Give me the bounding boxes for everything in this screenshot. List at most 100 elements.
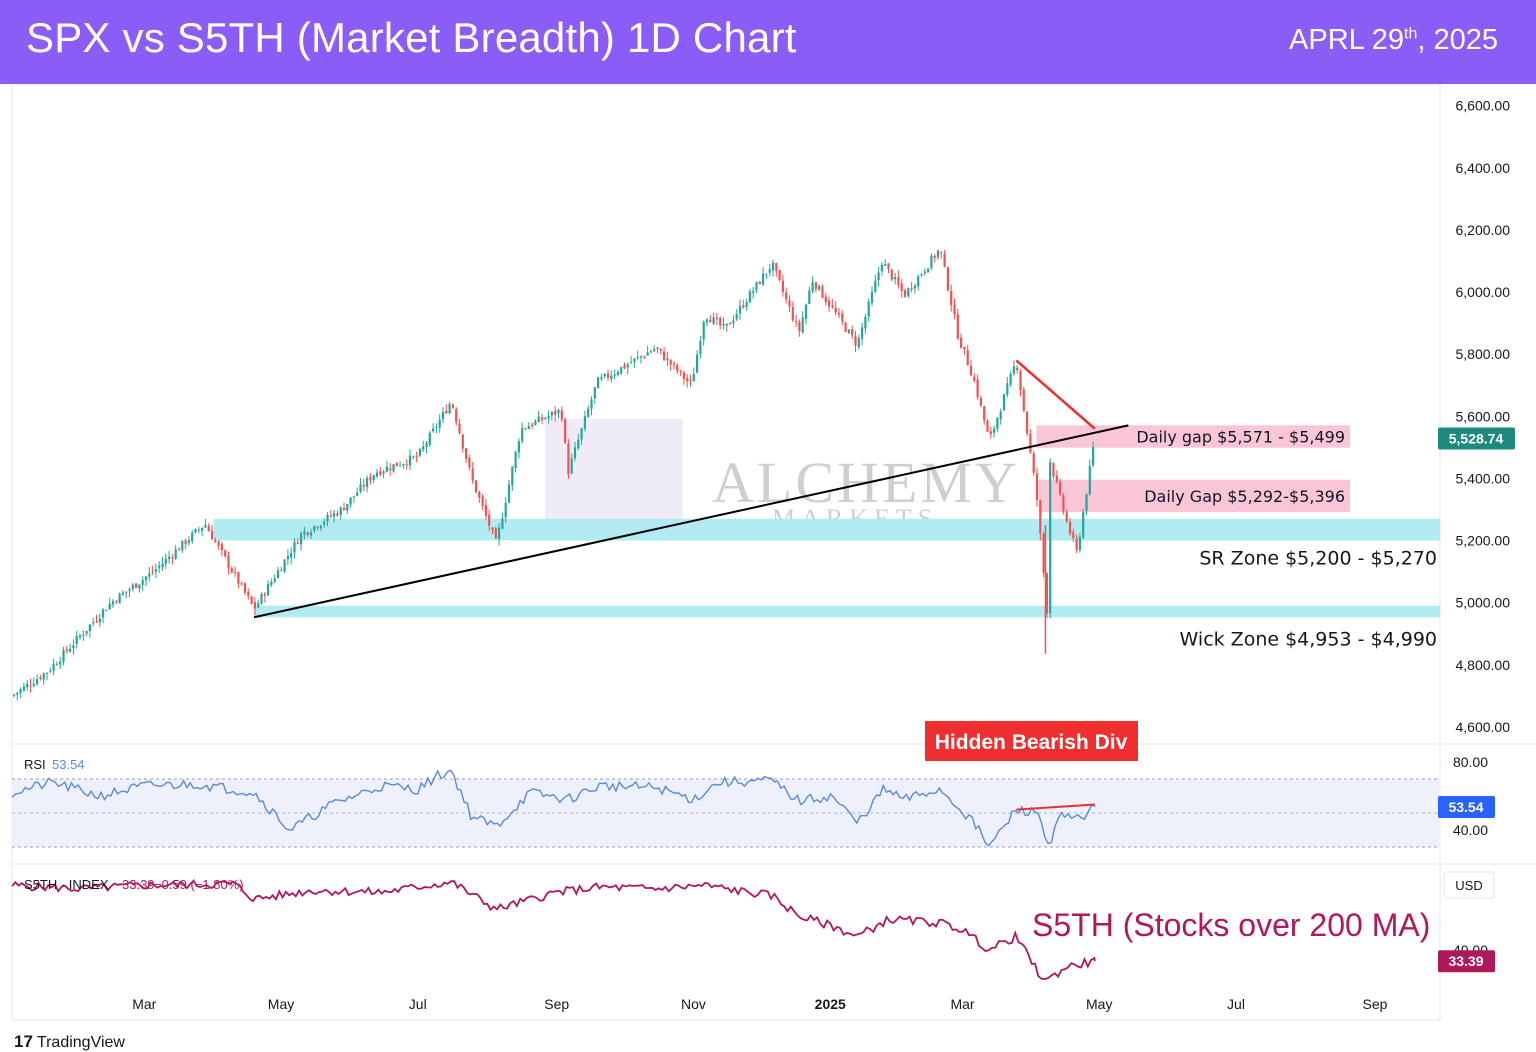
- candle-body: [841, 313, 844, 322]
- candle-body: [927, 268, 930, 273]
- currency-label: USD: [1455, 878, 1482, 893]
- candle-body: [587, 408, 590, 417]
- candle-body: [95, 621, 98, 623]
- candle-body: [92, 622, 95, 624]
- candle-body: [778, 270, 781, 280]
- candle-body: [465, 448, 468, 459]
- candle-body: [540, 417, 544, 420]
- time-tick-label: Jul: [409, 996, 427, 1012]
- candle-body: [412, 456, 415, 458]
- candle-body: [432, 428, 435, 432]
- candle-body: [649, 351, 652, 353]
- candle-body: [372, 475, 375, 480]
- candle-body: [451, 404, 454, 408]
- candle-body: [976, 379, 979, 398]
- candle-body: [336, 513, 339, 516]
- candle-body: [857, 337, 860, 348]
- chart-title: SPX vs S5TH (Market Breadth) 1D Chart: [26, 14, 797, 61]
- candle-body: [600, 377, 603, 379]
- candle-body: [682, 372, 685, 379]
- candle-body: [257, 602, 260, 608]
- s5th-tag-value: 33.39: [1448, 953, 1483, 969]
- candle-body: [979, 397, 982, 406]
- candle-body: [141, 579, 144, 585]
- candle-body: [623, 365, 626, 369]
- price-tick-label: 6,400.00: [1456, 160, 1511, 176]
- candle-body: [224, 550, 227, 557]
- time-tick-label: 2025: [815, 996, 846, 1012]
- candle-body: [989, 431, 992, 435]
- candle-body: [821, 286, 824, 298]
- candle-body: [217, 541, 220, 546]
- candle-body: [755, 282, 758, 290]
- candle-body: [32, 684, 35, 687]
- candle-body: [874, 280, 877, 292]
- time-tick-label: Jul: [1227, 996, 1245, 1012]
- candle-body: [890, 269, 893, 280]
- candle-body: [738, 305, 742, 314]
- candle-body: [260, 593, 263, 604]
- candle-body: [237, 572, 240, 584]
- candle-body: [999, 411, 1002, 420]
- candle-body: [356, 492, 359, 496]
- candle-body: [181, 540, 184, 551]
- time-tick-label: Sep: [544, 996, 569, 1012]
- candle-body: [897, 276, 900, 285]
- candle-body: [148, 573, 151, 577]
- candle-body: [544, 418, 547, 420]
- candle-body: [966, 350, 969, 366]
- candle-body: [785, 292, 788, 300]
- candle-body: [125, 591, 128, 593]
- candle-body: [468, 457, 471, 468]
- candle-body: [798, 321, 801, 332]
- candle-body: [52, 663, 55, 671]
- s5th-line: [11, 879, 1096, 981]
- candle-body: [844, 322, 847, 332]
- candle-body: [567, 443, 570, 474]
- candle-body: [184, 540, 187, 545]
- candle-body: [316, 527, 319, 529]
- candle-body: [910, 287, 913, 290]
- candle-body: [663, 351, 666, 361]
- candle-body: [646, 352, 649, 356]
- candle-body: [689, 380, 692, 382]
- candle-body: [191, 532, 194, 542]
- candle-body: [900, 283, 903, 291]
- price-tick-label: 5,200.00: [1456, 533, 1511, 549]
- candle-body: [438, 419, 441, 428]
- candle-body: [1006, 383, 1009, 395]
- candle-body: [768, 269, 771, 273]
- candle-body: [933, 255, 936, 258]
- candle-body: [164, 558, 167, 564]
- candle-body: [521, 427, 524, 442]
- support-zone: [254, 605, 1441, 618]
- candle-body: [399, 465, 402, 467]
- candle-body: [1035, 473, 1039, 501]
- candle-body: [491, 527, 494, 530]
- rsi-tag-value: 53.54: [1448, 799, 1483, 815]
- candle-body: [342, 507, 346, 511]
- candle-body: [276, 570, 280, 579]
- candle-body: [474, 480, 478, 493]
- candle-body: [283, 559, 286, 572]
- candle-body: [42, 673, 45, 680]
- candle-body: [115, 601, 118, 603]
- tradingview-logo[interactable]: 17 TradingView: [14, 1032, 125, 1051]
- candle-body: [329, 515, 332, 517]
- price-tick-label: 5,800.00: [1456, 346, 1511, 362]
- price-tick-label: 4,600.00: [1456, 719, 1511, 735]
- zone-label: SR Zone $5,200 - $5,270: [1199, 548, 1437, 570]
- candle-body: [573, 447, 577, 459]
- candle-body: [547, 415, 550, 419]
- rsi-title: RSI: [24, 757, 46, 772]
- candle-body: [45, 672, 49, 674]
- candle-body: [501, 518, 504, 529]
- candle-body: [709, 319, 712, 323]
- chart-area[interactable]: ALCHEMYMARKETSSR Zone $5,200 - $5,270Wic…: [0, 84, 1536, 1030]
- candle-body: [339, 507, 342, 515]
- candle-body: [722, 324, 725, 326]
- candle-body: [72, 645, 75, 649]
- candle-body: [250, 596, 253, 604]
- candle-body: [828, 300, 831, 307]
- candle-body: [1042, 533, 1045, 573]
